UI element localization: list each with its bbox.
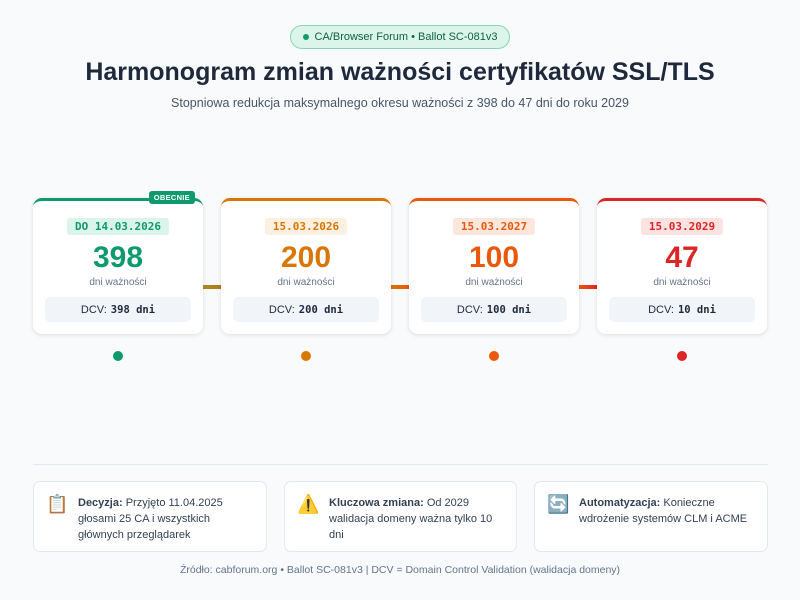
dcv-label: DCV: xyxy=(80,303,107,316)
stage-date: 15.03.2029 xyxy=(640,218,724,235)
note-card: ⚠️ Kluczowa zmiana: Od 2029 walidacja dom… xyxy=(284,481,517,552)
note-card: 📋 Decyzja: Przyjęto 11.04.2025 głosami 25… xyxy=(33,481,267,552)
stage-card: OBECNIE DO 14.03.2026 398 dni ważności DCV: 3… xyxy=(33,191,203,334)
note-label: Decyzja: xyxy=(78,497,123,509)
dcv-value: 200 dni xyxy=(298,303,344,316)
note-text: Decyzja: Przyjęto 11.04.2025 głosami 25 … xyxy=(78,495,256,543)
note-card: 🔄 Automatyzacja: Konieczne wdrożenie syst… xyxy=(534,481,768,552)
timeline-dot xyxy=(489,351,499,361)
note-label: Automatyzacja: xyxy=(579,497,661,509)
badge: CA/Browser Forum • Ballot SC-081v3 xyxy=(290,25,510,49)
title: Harmonogram zmian ważności certyfikatów … xyxy=(85,58,715,86)
note-text: Kluczowa zmiana: Od 2029 walidacja domen… xyxy=(329,495,506,543)
connector xyxy=(203,285,221,289)
stage-card: 15.03.2026 200 dni ważności DCV: 200 dni xyxy=(221,198,391,334)
stage-unit: dni ważności xyxy=(277,277,335,288)
dcv-label: DCV: xyxy=(268,303,295,316)
dcv-box: DCV: 10 dni xyxy=(609,297,755,322)
subtitle: Stopniowa redukcja maksymalnego okresu w… xyxy=(171,96,629,110)
note-body: Przyjęto 11.04.2025 głosami 25 CA i wszy… xyxy=(78,497,223,541)
badge-dot xyxy=(302,34,309,40)
stage-days: 200 xyxy=(280,241,332,274)
stage-card: 15.03.2027 100 dni ważności DCV: 100 dni xyxy=(409,198,579,334)
note-icon: 🔄 xyxy=(547,494,570,514)
note-icon: ⚠️ xyxy=(297,494,320,514)
stage-days: 47 xyxy=(665,241,699,274)
timeline-dot xyxy=(677,351,687,361)
note-label: Kluczowa zmiana: xyxy=(329,497,424,509)
divider xyxy=(33,464,768,465)
stage-days: 100 xyxy=(468,241,520,274)
footer: Źródło: cabforum.org • Ballot SC-081v3 |… xyxy=(179,564,621,576)
timeline-dot xyxy=(113,351,123,361)
stage-days: 398 xyxy=(92,241,144,274)
dcv-box: DCV: 200 dni xyxy=(233,297,379,322)
timeline-dot xyxy=(301,351,311,361)
stage-unit: dni ważności xyxy=(89,277,147,288)
stage-card: 15.03.2029 47 dni ważności DCV: 10 dni xyxy=(597,198,767,334)
dcv-label: DCV: xyxy=(456,303,483,316)
current-tag: OBECNIE xyxy=(148,191,195,204)
note-body: Konieczne wdrożenie systemów CLM i ACME xyxy=(579,497,748,525)
dcv-box: DCV: 398 dni xyxy=(45,297,191,322)
stage-date: 15.03.2027 xyxy=(452,218,536,235)
dcv-value: 398 dni xyxy=(110,303,156,316)
connector xyxy=(391,285,409,289)
stage-date: DO 14.03.2026 xyxy=(66,218,170,235)
dcv-value: 10 dni xyxy=(677,303,716,316)
dcv-label: DCV: xyxy=(648,303,674,316)
dcv-box: DCV: 100 dni xyxy=(421,297,567,322)
stage-unit: dni ważności xyxy=(465,277,523,288)
stage-unit: dni ważności xyxy=(653,277,711,288)
connector xyxy=(579,285,597,289)
stage-date: 15.03.2026 xyxy=(264,218,348,235)
dcv-value: 100 dni xyxy=(486,303,532,316)
note-icon: 📋 xyxy=(46,494,69,514)
note-body: Od 2029 walidacja domeny ważna tylko 10 … xyxy=(329,497,493,541)
note-text: Automatyzacja: Konieczne wdrożenie syste… xyxy=(579,495,757,527)
badge-text: CA/Browser Forum • Ballot SC-081v3 xyxy=(314,31,498,43)
